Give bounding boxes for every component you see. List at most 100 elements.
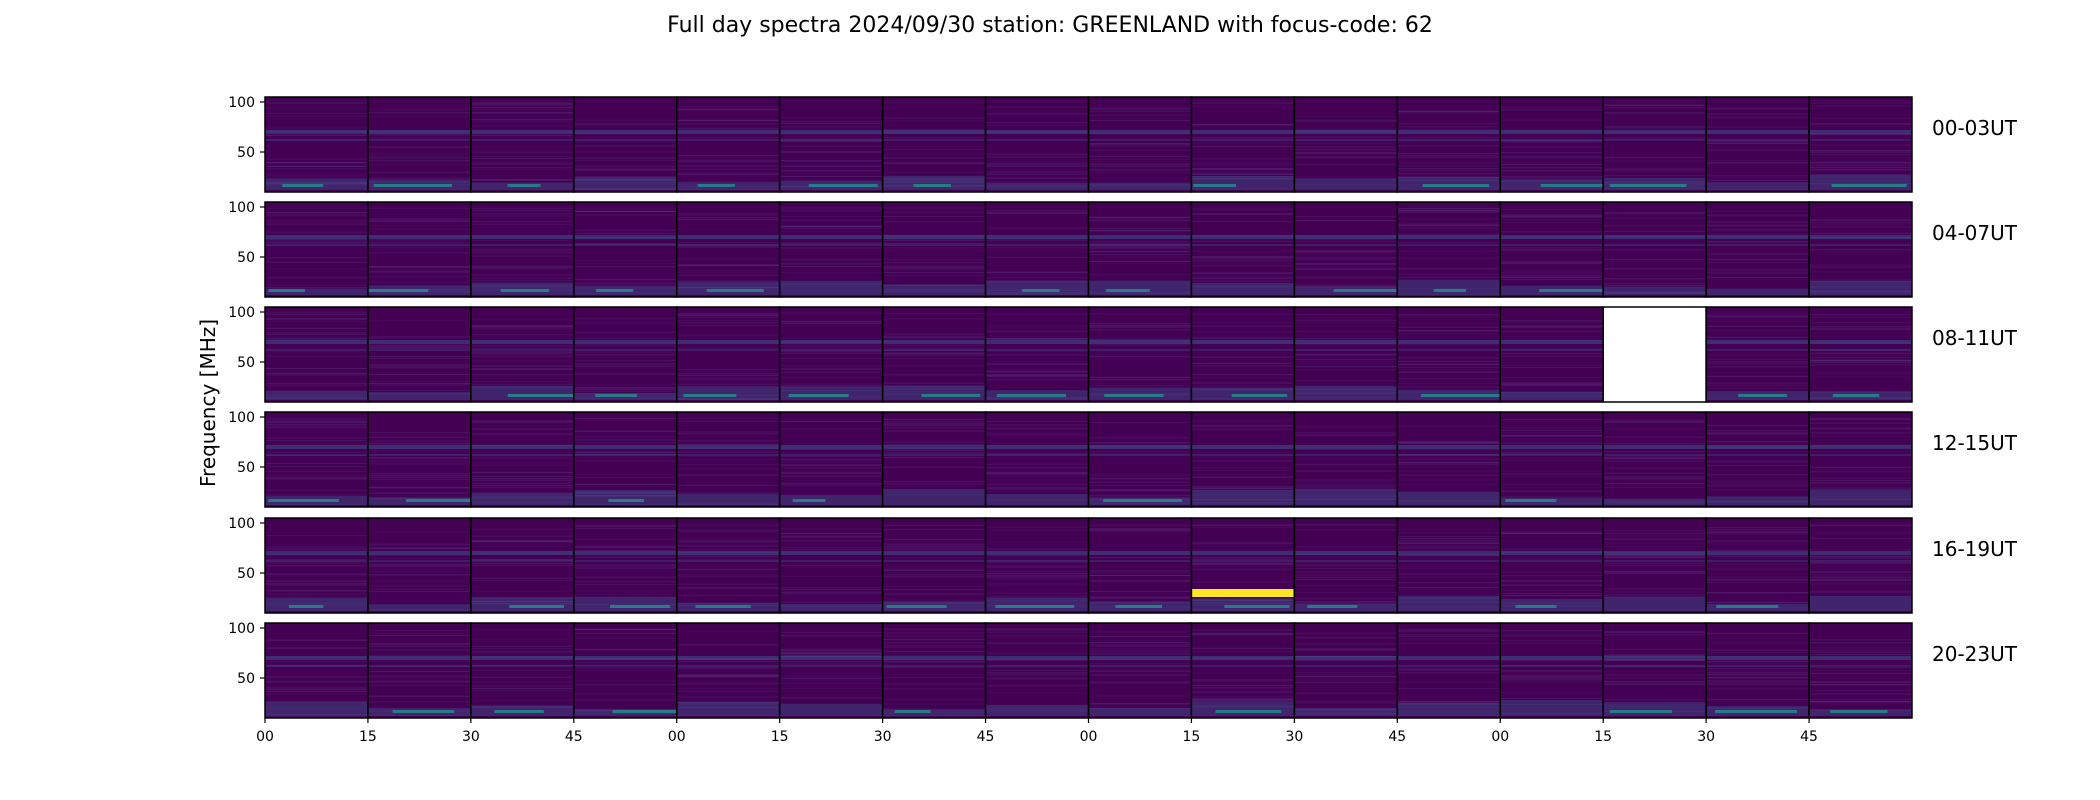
spectrum-panel	[1293, 622, 1399, 719]
spectrum-panel	[470, 306, 575, 403]
band-line	[779, 349, 883, 351]
fm-band	[1191, 130, 1295, 134]
spectrum-panel	[1396, 517, 1501, 614]
band-line	[779, 665, 883, 667]
fm-band	[1191, 340, 1295, 344]
panel-background	[367, 97, 471, 192]
panel-background	[265, 97, 368, 192]
y-tick-label: 100	[228, 516, 255, 532]
band-line	[470, 349, 574, 351]
emission-burst	[1830, 710, 1888, 713]
emission-burst	[608, 499, 645, 502]
low-band	[1809, 280, 1912, 295]
fm-band	[1191, 445, 1295, 449]
emission-burst	[1540, 184, 1605, 187]
fm-band	[1088, 445, 1192, 449]
panel-background	[1294, 97, 1398, 192]
y-tick-label: 100	[228, 621, 255, 637]
panel-background	[470, 307, 574, 402]
spectrum-panel	[881, 201, 987, 298]
band-line	[265, 454, 368, 456]
panel-background	[1603, 518, 1707, 613]
spectra-row: 50 100 20-23UT	[228, 621, 2018, 719]
low-band	[1088, 707, 1192, 716]
panel-background	[779, 623, 883, 718]
low-band	[882, 175, 986, 190]
emission-burst	[373, 184, 452, 187]
low-band	[1191, 701, 1295, 716]
spectrum-panel	[1705, 622, 1810, 719]
fm-band	[1500, 130, 1604, 134]
band-line	[1397, 665, 1501, 667]
spectrum-panel	[264, 306, 369, 403]
y-tick-label: 50	[237, 460, 255, 476]
low-band	[1397, 595, 1501, 611]
panel-background	[265, 412, 368, 507]
band-line	[1191, 244, 1295, 246]
missing-data-panel	[1602, 306, 1707, 403]
low-band	[1809, 595, 1912, 611]
spectrum-panel	[367, 411, 489, 508]
fm-band	[367, 340, 471, 344]
spectrum-panel	[264, 96, 369, 193]
low-band	[1294, 708, 1398, 716]
spectra-row: 50 100 04-07UT	[228, 200, 2018, 298]
panel-background	[1706, 97, 1810, 192]
spectrum-panel	[573, 201, 678, 298]
fm-band	[676, 445, 780, 449]
panel-background	[1706, 202, 1810, 297]
low-band	[779, 494, 883, 505]
spectrum-panel	[470, 201, 575, 298]
panel-background	[1191, 623, 1295, 718]
spectrum-panel	[778, 517, 884, 614]
fm-band	[1397, 340, 1501, 344]
panel-background	[985, 202, 1089, 297]
spectrum-panel	[676, 306, 781, 403]
band-line	[1294, 454, 1398, 456]
low-band	[1191, 283, 1295, 295]
fm-band	[1088, 551, 1192, 555]
panel-background	[1088, 202, 1192, 297]
low-band	[882, 385, 986, 400]
spectrum-panel	[264, 201, 369, 298]
fm-band	[1397, 235, 1501, 239]
low-band	[470, 385, 574, 400]
panel-background	[882, 623, 986, 718]
fm-band	[779, 235, 883, 239]
band-line	[1809, 560, 1912, 562]
y-tick-label: 100	[228, 200, 255, 216]
band-line	[1706, 349, 1810, 351]
emission-burst	[1421, 394, 1501, 397]
band-line	[1706, 454, 1810, 456]
panel-background	[1294, 518, 1398, 613]
emission-burst	[1215, 710, 1282, 713]
low-band	[573, 176, 677, 190]
emission-burst	[1224, 605, 1290, 608]
band-line	[1809, 139, 1912, 141]
fm-band	[882, 235, 986, 239]
band-line	[1294, 244, 1398, 246]
fm-band	[1088, 340, 1192, 344]
panel-background	[779, 518, 883, 613]
spectrum-panel	[1190, 201, 1296, 298]
fm-band	[573, 235, 677, 239]
spectrum-panel	[984, 306, 1090, 403]
spectrum-panel	[676, 96, 781, 193]
panel-background	[470, 623, 574, 718]
emission-burst	[507, 184, 541, 187]
spectrum-panel	[676, 201, 781, 298]
panel-background	[676, 97, 780, 192]
low-band	[882, 489, 986, 505]
spectrum-panel	[1705, 517, 1810, 614]
fm-band	[1500, 551, 1604, 555]
fm-band	[1294, 340, 1398, 344]
panel-background	[985, 412, 1089, 507]
band-line	[1706, 139, 1810, 141]
panel-background	[1500, 412, 1604, 507]
band-line	[882, 244, 986, 246]
x-tick-label: 00	[668, 729, 686, 745]
low-band	[985, 704, 1089, 716]
band-line	[1500, 560, 1604, 562]
low-band	[676, 387, 780, 400]
fm-band	[676, 656, 780, 660]
